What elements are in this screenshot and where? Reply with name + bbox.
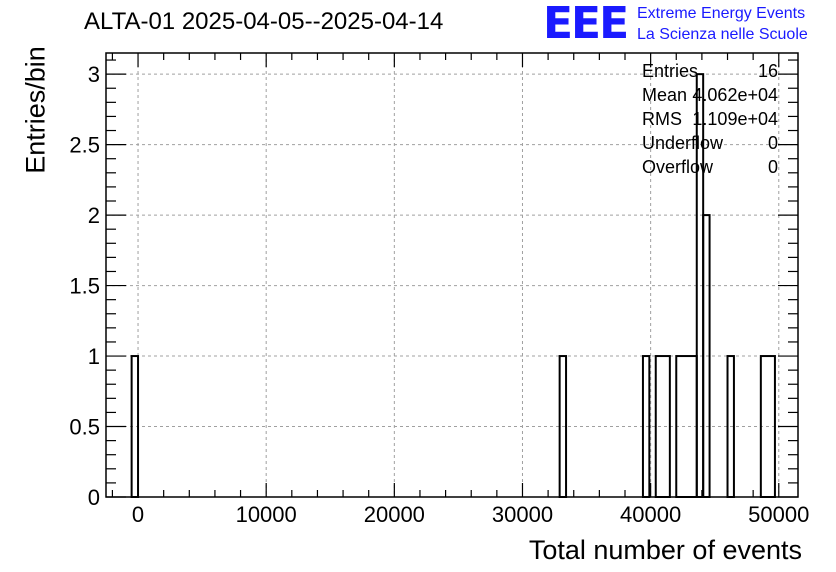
histogram-bin bbox=[130, 355, 140, 498]
histogram-bin bbox=[654, 355, 671, 498]
y-tick-label: 2.5 bbox=[69, 133, 100, 158]
plot-frame bbox=[105, 52, 799, 498]
logo-line-2: La Scienza nelle Scuole bbox=[637, 26, 808, 43]
x-tick-label: 20000 bbox=[364, 502, 425, 527]
stats-value: 16 bbox=[757, 61, 778, 81]
axes bbox=[105, 52, 799, 498]
stats-value: 0 bbox=[767, 133, 778, 153]
x-tick-label: 50000 bbox=[748, 502, 809, 527]
stats-key: Overflow bbox=[642, 157, 714, 177]
stats-key: Mean bbox=[642, 85, 688, 105]
y-tick-label: 1.5 bbox=[69, 274, 100, 299]
stats-row-entries: Entries 16 bbox=[642, 59, 778, 83]
stats-value: 0 bbox=[767, 157, 778, 177]
y-tick-label: 1 bbox=[88, 344, 100, 369]
chart-title: ALTA-01 2025-04-05--2025-04-14 bbox=[84, 8, 444, 35]
stats-value: 1.109e+04 bbox=[692, 109, 778, 129]
stats-row-rms: RMS 1.109e+04 bbox=[642, 107, 778, 131]
y-axis-label: Entries/bin bbox=[20, 46, 51, 174]
x-axis-label: Total number of events bbox=[528, 535, 802, 565]
stats-row-underflow: Underflow 0 bbox=[642, 131, 778, 155]
x-tick-label: 0 bbox=[132, 502, 144, 527]
stats-row-mean: Mean 4.062e+04 bbox=[642, 83, 778, 107]
y-tick-label: 2 bbox=[88, 203, 100, 228]
stats-box: Entries 16 Mean 4.062e+04 RMS 1.109e+04 … bbox=[642, 59, 778, 179]
x-tick-label: 30000 bbox=[492, 502, 553, 527]
stats-row-overflow: Overflow 0 bbox=[642, 155, 778, 179]
x-tick-label: 10000 bbox=[236, 502, 297, 527]
stats-value: 4.062e+04 bbox=[692, 85, 778, 105]
y-tick-label: 3 bbox=[88, 62, 100, 87]
histogram-bin bbox=[675, 355, 698, 498]
logo-line-1: Extreme Energy Events bbox=[637, 5, 806, 22]
tick-labels: 0 0.5 1 1.5 2 2.5 3 0 10000 20000 30000 40000 50000 bbox=[69, 62, 809, 527]
eee-logo: EEE bbox=[543, 0, 629, 49]
y-tick-label: 0 bbox=[88, 485, 100, 510]
y-tick-label: 0.5 bbox=[69, 415, 100, 440]
x-tick-label: 40000 bbox=[620, 502, 681, 527]
eee-logo-text: Extreme Energy Events La Scienza nelle S… bbox=[637, 3, 808, 45]
stats-key: RMS bbox=[642, 109, 682, 129]
stats-key: Underflow bbox=[642, 133, 724, 153]
stats-key: Entries bbox=[642, 61, 699, 81]
